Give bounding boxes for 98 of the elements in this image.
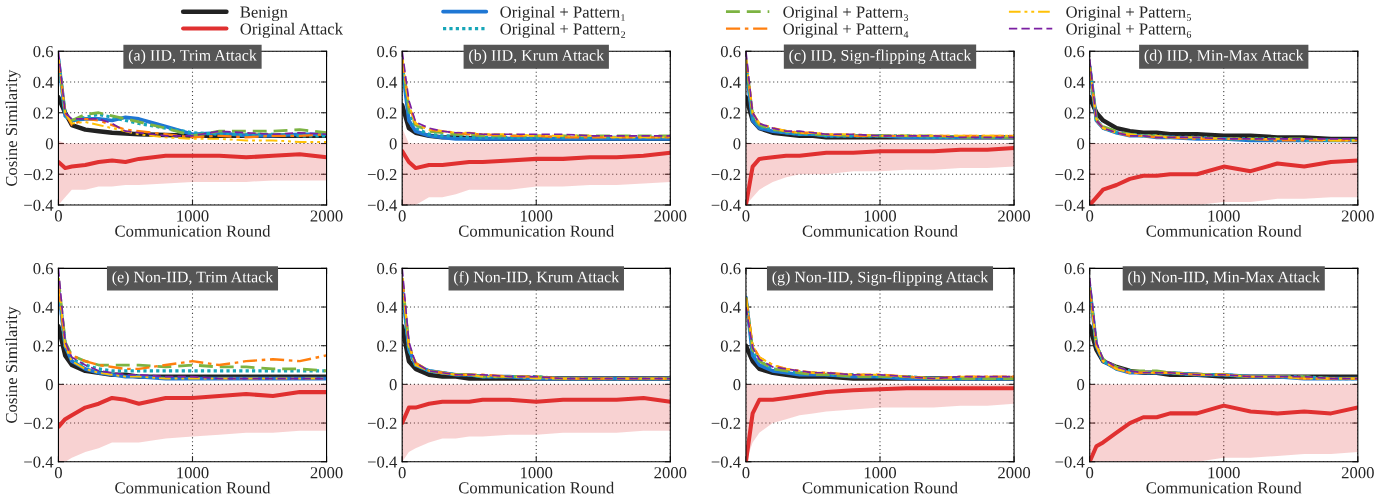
x-tick-label: 1000 (864, 210, 897, 222)
legend-label: Original + Pattern₂ (500, 22, 626, 39)
legend-label: Original + Pattern₃ (783, 5, 909, 22)
y-tick-label: −0.4 (1055, 456, 1085, 468)
y-tick-label: 0.2 (1064, 107, 1084, 119)
x-axis-title: Communication Round (1146, 481, 1302, 494)
x-tick-label: 1000 (177, 467, 209, 479)
y-tick-label: −0.2 (24, 168, 53, 181)
y-tick-label: 0.4 (33, 76, 54, 89)
y-tick-label: −0.2 (1055, 168, 1084, 181)
x-tick-label: 0 (54, 467, 62, 479)
y-axis-title: Cosine Similarity (5, 69, 21, 187)
x-axis-title: Communication Round (458, 224, 615, 237)
x-tick-label: 2000 (998, 467, 1031, 479)
x-tick-label: 1000 (177, 210, 209, 222)
legend-label: Original + Pattern₅ (1066, 5, 1191, 22)
legend-label: Original + Pattern₆ (1066, 22, 1192, 39)
y-tick-label: −0.4 (367, 199, 398, 212)
x-axis-title: Communication Round (802, 481, 958, 494)
y-tick-label: 0 (1077, 138, 1085, 150)
y-tick-label: 0.6 (33, 263, 54, 275)
y-tick-label: −0.4 (367, 456, 398, 468)
x-tick-label: 0 (742, 210, 750, 222)
y-tick-label: 0.6 (1064, 263, 1085, 275)
y-tick-label: 0.4 (33, 301, 54, 314)
x-tick-label: 2000 (310, 210, 343, 222)
x-tick-label: 1000 (1208, 467, 1240, 479)
y-tick-label: 0 (733, 379, 741, 391)
legend-label: Original + Pattern₁ (500, 5, 625, 22)
x-tick-label: 0 (398, 210, 406, 222)
x-tick-label: 0 (1086, 210, 1094, 222)
chart-title: (f) Non-IID, Krum Attack (454, 271, 620, 286)
y-tick-label: 0.6 (33, 45, 54, 58)
x-tick-label: 1000 (521, 467, 553, 479)
legend-label: Original + Pattern₄ (783, 22, 909, 39)
x-tick-label: 0 (54, 210, 62, 222)
chart-title: (b) IID, Krum Attack (469, 49, 605, 64)
y-tick-label: 0.4 (720, 301, 741, 314)
y-tick-label: 0.2 (377, 340, 397, 352)
chart-title: (d) IID, Min-Max Attack (1144, 49, 1304, 64)
x-axis-title: Communication Round (458, 481, 615, 494)
chart-title: (c) IID, Sign-flipping Attack (789, 49, 972, 65)
y-tick-label: 0.2 (720, 340, 741, 352)
y-tick-label: 0.2 (720, 107, 741, 119)
chart-title: (e) Non-IID, Trim Attack (112, 271, 274, 286)
x-tick-label: 2000 (998, 210, 1031, 222)
y-tick-label: −0.4 (711, 456, 741, 468)
y-tick-label: 0.6 (720, 263, 741, 275)
x-axis-title: Communication Round (115, 481, 271, 494)
y-tick-label: 0.4 (377, 76, 398, 89)
x-tick-label: 1000 (864, 467, 897, 479)
x-tick-label: 2000 (310, 467, 343, 479)
y-tick-label: 0 (389, 138, 397, 150)
x-tick-label: 2000 (654, 467, 687, 479)
y-tick-label: −0.2 (711, 168, 741, 181)
y-tick-label: −0.2 (24, 417, 53, 430)
y-tick-label: 0.4 (1064, 301, 1085, 314)
y-tick-label: 0.6 (377, 263, 397, 275)
x-tick-label: 0 (398, 467, 406, 479)
legend-label: Benign (240, 6, 288, 22)
x-tick-label: 0 (742, 467, 750, 479)
y-tick-label: 0 (1077, 379, 1085, 391)
y-axis-title: Cosine Similarity (5, 306, 21, 423)
chart-title: (a) IID, Trim Attack (128, 49, 257, 64)
y-tick-label: 0 (733, 138, 741, 150)
y-tick-label: −0.4 (24, 199, 54, 212)
y-tick-label: 0.6 (377, 45, 397, 58)
y-tick-label: 0.2 (1064, 340, 1084, 352)
x-tick-label: 2000 (654, 210, 687, 222)
x-axis-title: Communication Round (1146, 224, 1302, 237)
y-tick-label: −0.4 (1055, 199, 1085, 212)
x-tick-label: 2000 (1341, 210, 1374, 222)
y-tick-label: 0 (45, 379, 53, 391)
x-axis-title: Communication Round (115, 224, 271, 237)
y-tick-label: 0 (45, 138, 53, 150)
y-tick-label: −0.4 (711, 199, 741, 212)
y-tick-label: −0.2 (711, 417, 741, 430)
y-tick-label: −0.2 (1055, 417, 1084, 430)
y-tick-label: 0.4 (377, 301, 398, 314)
legend-label: Original Attack (240, 22, 343, 39)
y-tick-label: 0 (389, 379, 397, 391)
y-tick-label: −0.2 (367, 168, 397, 181)
y-tick-label: 0.6 (1064, 45, 1085, 58)
y-tick-label: −0.4 (24, 456, 54, 468)
y-tick-label: 0.2 (33, 340, 53, 352)
y-tick-label: −0.2 (367, 417, 397, 430)
y-tick-label: 0.6 (720, 45, 741, 58)
x-tick-label: 2000 (1341, 467, 1374, 479)
x-axis-title: Communication Round (802, 224, 958, 237)
y-tick-label: 0.2 (33, 107, 53, 119)
chart-title: (h) Non-IID, Min-Max Attack (1128, 271, 1321, 286)
x-tick-label: 1000 (1208, 210, 1240, 222)
x-tick-label: 0 (1086, 467, 1094, 479)
x-tick-label: 1000 (521, 210, 553, 222)
chart-title: (g) Non-IID, Sign-flipping Attack (772, 271, 989, 286)
y-tick-label: 0.4 (1064, 76, 1085, 89)
y-tick-label: 0.4 (720, 76, 741, 89)
y-tick-label: 0.2 (377, 107, 397, 119)
